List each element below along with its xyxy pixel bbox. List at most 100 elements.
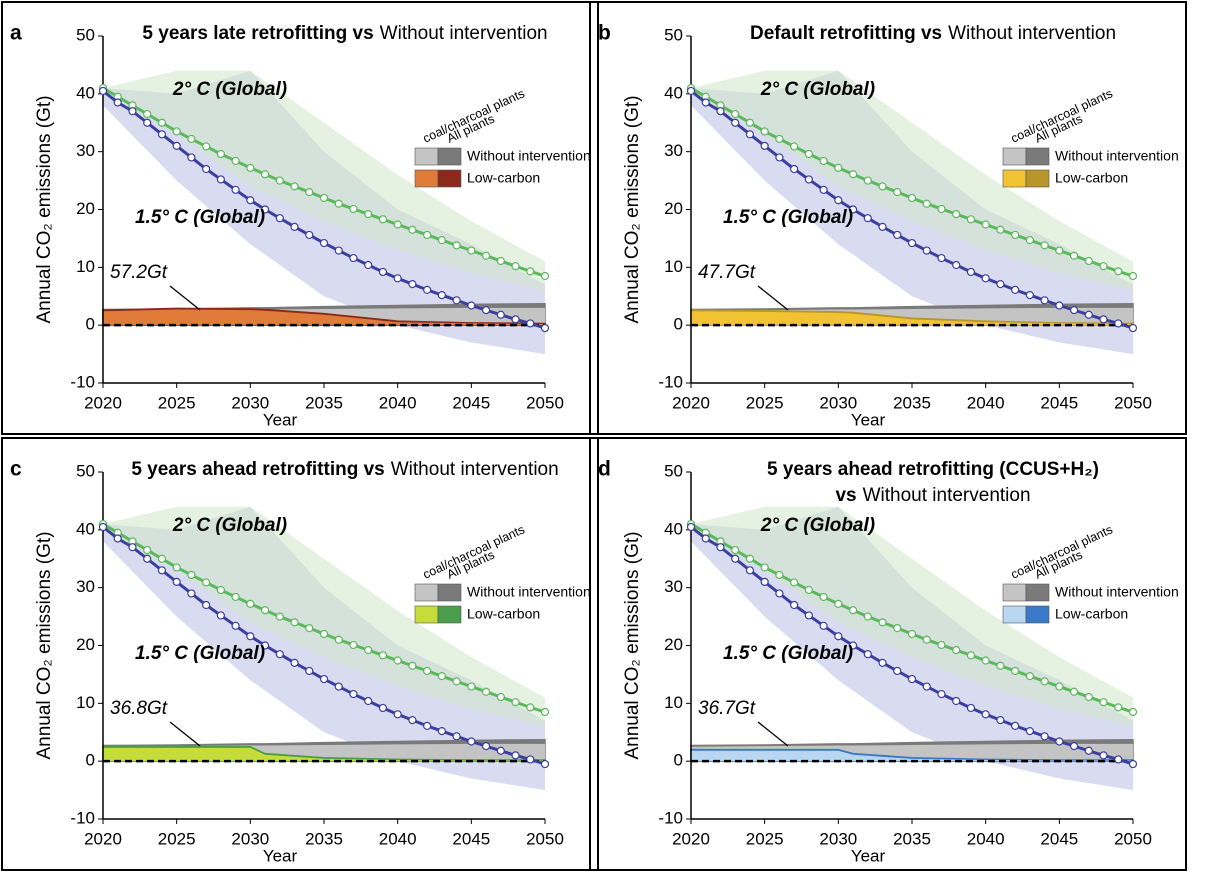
y-tick-label: 0 [86,315,95,334]
scenario-range [691,70,1133,291]
pathway-point [893,188,902,197]
pathway-point [202,600,211,610]
pathway-point [760,577,769,586]
legend-swatch [437,605,462,624]
y-tick-label: 10 [76,257,95,276]
pathway-point [1025,726,1034,736]
x-tick-label: 2040 [379,829,417,848]
pathway-point [790,600,799,610]
x-tick-label: 2030 [819,829,857,848]
pathway-point [187,589,196,598]
pathway-point [775,134,784,144]
pathway-point [305,666,314,676]
legend-swatch [1002,583,1027,602]
panel-frame [589,1,1187,435]
pathway-point [290,222,299,231]
pathway-point [834,163,843,172]
x-tick-label: 2045 [1040,393,1078,412]
pathway-point [701,98,710,107]
pathway-point [790,164,799,174]
pathway-point [496,310,505,319]
pathway-point [172,577,181,586]
pathway-point [1099,751,1108,760]
pathway-point [863,650,872,659]
pathway-point [437,290,446,300]
pathway-point [231,621,240,630]
pathway-point [437,236,446,245]
x-tick-label: 2035 [893,393,931,412]
legend-label: Without intervention [467,148,591,164]
legend-label: Low-carbon [1055,606,1128,622]
pathway-point [834,632,843,641]
pathway-point [540,759,550,769]
pathway-point [1069,306,1079,315]
pathway-point [804,175,813,184]
pathway-point [467,737,476,746]
pathway-point [907,674,917,684]
legend-swatch [1025,605,1050,624]
pathway-point [1114,319,1123,328]
pathway-point [893,230,902,240]
pathway-point [275,176,284,185]
pathway-point [1128,271,1138,281]
title-part: Default retrofitting vs [750,23,942,44]
y-tick-label: 10 [76,693,95,712]
pathway-point [996,661,1005,670]
pathway-point [1040,241,1049,250]
x-tick-label: 2035 [893,829,931,848]
x-tick-label: 2020 [84,393,122,412]
pathway-point [1084,310,1093,319]
scenario-range [691,506,1133,727]
pathway-point [216,585,225,595]
pathway-point [260,606,270,615]
pathway-point [893,666,902,676]
x-tick-label: 2040 [967,829,1005,848]
panel-letter: a [10,22,22,45]
x-tick-label: 2020 [672,829,710,848]
x-tick-label: 2030 [231,829,269,848]
x-tick-label: 2030 [819,393,857,412]
pathway-point [540,707,550,717]
pathway-point [305,230,314,240]
pathway-point [1069,742,1079,751]
y-tick-label: 20 [76,199,95,218]
pathway-label: 1.5° C (Global) [723,207,853,228]
pathway-point [481,306,491,315]
y-tick-label: 30 [76,141,95,160]
pathway-point [819,621,828,630]
y-tick-label: 40 [664,519,683,538]
title-part: vs [835,485,856,506]
x-axis-label: Year [263,846,298,865]
pathway-point [1040,677,1049,686]
x-tick-label: 2025 [746,393,784,412]
pathway-point [907,629,917,639]
pathway-point [540,271,550,281]
y-tick-label: 20 [664,635,683,654]
pathway-point [231,185,240,194]
pathway-point [937,204,946,214]
pathway-point [260,641,270,650]
legend-label: Low-carbon [467,606,540,622]
y-tick-label: 0 [86,751,95,770]
pathway-point [819,592,828,602]
pathway-point [364,260,373,270]
x-tick-label: 2050 [526,829,564,848]
x-tick-label: 2040 [967,393,1005,412]
pathway-point [922,246,931,255]
pathway-point [1025,672,1034,681]
panel-title: 5 years ahead retrofitting vs Without int… [131,459,558,480]
y-tick-label: 50 [76,461,95,480]
pathway-point [1055,246,1064,255]
pathway-point [745,130,755,139]
pathway-point [701,534,710,543]
pathway-point [1055,301,1064,310]
pathway-point [393,656,402,665]
pathway-point [216,611,225,620]
pathway-point [981,274,990,283]
emission-area [691,750,1133,762]
pathway-point [481,742,491,751]
panel-frame [1,437,599,871]
legend-column: coal/charcoal plants [1009,86,1115,145]
legend-column: coal/charcoal plants [421,86,527,145]
pathway-point [143,545,152,555]
